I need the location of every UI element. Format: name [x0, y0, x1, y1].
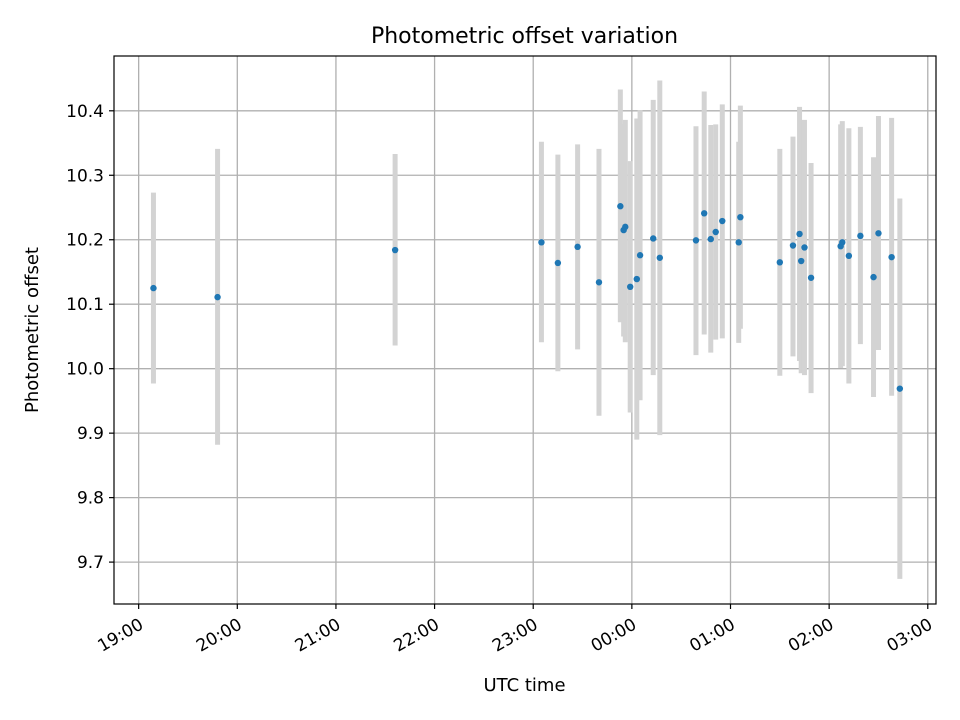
- y-tick-label: 9.8: [77, 489, 104, 509]
- data-point: [707, 235, 714, 243]
- data-point: [214, 293, 221, 301]
- data-points: [150, 203, 904, 392]
- y-axis-ticks: 9.7 9.8 9.9 10.0 10.1 10.2 10.3 10.4: [66, 102, 114, 573]
- data-point: [656, 254, 664, 261]
- data-point: [875, 230, 882, 237]
- data-point: [735, 239, 742, 246]
- data-point: [712, 228, 719, 236]
- data-point: [391, 246, 399, 254]
- data-point: [796, 230, 803, 238]
- data-point: [622, 223, 629, 231]
- y-tick-label: 9.9: [77, 424, 104, 444]
- y-tick-label: 9.7: [77, 553, 104, 573]
- data-point: [888, 253, 895, 261]
- data-point: [700, 210, 708, 217]
- y-axis-label: Photometric offset: [22, 247, 43, 413]
- data-point: [839, 239, 846, 246]
- data-point: [870, 273, 877, 281]
- data-point: [801, 244, 808, 251]
- data-point: [719, 217, 726, 225]
- data-point: [737, 213, 744, 221]
- data-point: [617, 203, 624, 210]
- data-point: [789, 242, 797, 249]
- data-point: [150, 284, 157, 292]
- y-tick-label: 10.4: [66, 102, 104, 122]
- data-point: [692, 237, 700, 244]
- chart-title: Photometric offset variation: [371, 24, 678, 49]
- data-point: [595, 279, 603, 286]
- data-point: [776, 259, 784, 266]
- data-point: [633, 275, 640, 283]
- y-tick-label: 10.2: [66, 231, 104, 251]
- x-axis-label: UTC time: [483, 675, 565, 696]
- data-point: [845, 252, 853, 260]
- y-tick-label: 10.1: [66, 295, 104, 315]
- data-point: [857, 232, 864, 240]
- data-point: [807, 274, 815, 281]
- plot-area-frame: [113, 55, 937, 605]
- data-point: [797, 257, 805, 265]
- data-point: [574, 243, 581, 251]
- y-tick-label: 10.0: [66, 360, 104, 380]
- data-point: [627, 283, 634, 291]
- data-point: [896, 385, 904, 392]
- data-point: [636, 252, 644, 259]
- y-tick-label: 10.3: [66, 166, 104, 186]
- data-point: [554, 259, 562, 267]
- data-point: [650, 235, 657, 242]
- data-point: [538, 239, 545, 246]
